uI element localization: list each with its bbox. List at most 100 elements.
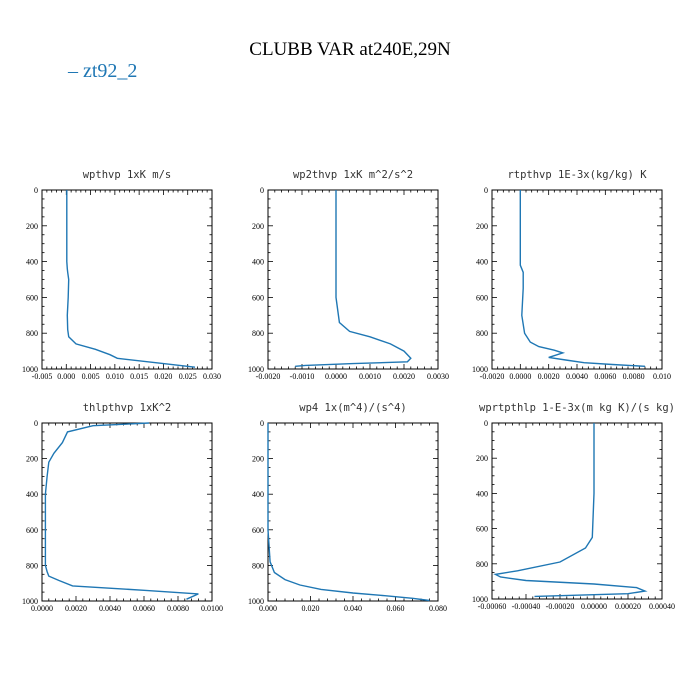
panel-6: wprtpthlp 1-E-3x(m kg K)/(s kg)-0.00060-… (472, 402, 675, 611)
y-tick-label: 0 (34, 419, 38, 428)
x-tick-label: 0.025 (179, 372, 197, 381)
x-tick-label: 0.0000 (509, 372, 531, 381)
y-tick-label: 400 (252, 258, 264, 267)
y-tick-label: 800 (476, 560, 488, 569)
x-tick-label: 0.0060 (594, 372, 616, 381)
x-tick-label: -0.005 (32, 372, 53, 381)
x-tick-label: 0.000 (259, 604, 277, 613)
axes-frame (41, 422, 213, 602)
series-line-zt92_2 (493, 423, 648, 598)
y-tick-label: 400 (26, 258, 38, 267)
y-tick-label: 1000 (22, 597, 38, 606)
y-tick-label: 400 (476, 258, 488, 267)
x-tick-label: -0.0020 (480, 372, 505, 381)
axes-frame (491, 422, 663, 600)
y-tick-label: 600 (252, 526, 264, 535)
x-tick-label: -0.00040 (512, 602, 541, 611)
y-tick-label: 0 (484, 186, 488, 195)
axes-frame (267, 189, 439, 370)
panel-5: wp4 1x(m^4)/(s^4) 0.000 0.020 0.040 0.060 0.0… (248, 402, 447, 613)
y-tick-label: 0 (260, 186, 264, 195)
series-line-zt92_2 (519, 190, 646, 367)
panel-title: wp4 1x(m^4)/(s^4) (299, 402, 406, 414)
y-tick-label: 400 (26, 490, 38, 499)
panel-title: wpthvp 1xK m/s (83, 169, 172, 181)
x-tick-label: 0.0060 (133, 604, 155, 613)
panel-title: wp2thvp 1xK m^2/s^2 (293, 169, 413, 181)
panel-3: rtpthvp 1E-3x(kg/kg) K -0.0020 0.0000 0.002… (472, 169, 671, 381)
x-tick-label: 0.0040 (566, 372, 588, 381)
axes-frame (267, 422, 439, 602)
y-tick-label: 200 (252, 222, 264, 231)
y-tick-label: 600 (252, 293, 264, 302)
y-tick-label: 800 (476, 329, 488, 338)
x-tick-label: 0.000 (57, 372, 75, 381)
y-tick-label: 1000 (472, 365, 488, 374)
y-tick-label: 400 (476, 489, 488, 498)
y-tick-label: 800 (26, 561, 38, 570)
series-line-zt92_2 (295, 190, 412, 367)
y-tick-label: 0 (34, 186, 38, 195)
figure-title: CLUBB VAR at240E,29N (249, 39, 451, 60)
series-line-zt92_2 (66, 190, 196, 368)
y-tick-label: 1000 (248, 597, 264, 606)
y-tick-label: 600 (26, 526, 38, 535)
x-tick-label: -0.0010 (290, 372, 315, 381)
y-tick-label: 600 (476, 525, 488, 534)
x-tick-label: 0.00000 (581, 602, 607, 611)
y-tick-label: 800 (26, 329, 38, 338)
x-tick-label: 0.060 (387, 604, 405, 613)
x-tick-label: 0.020 (154, 372, 172, 381)
x-tick-label: 0.0000 (325, 372, 347, 381)
x-tick-label: 0.010 (106, 372, 124, 381)
legend-entry: – zt92_2 (67, 60, 137, 82)
panel-4: thlpthvp 1xK^2 0.0000 0.0020 0.0040 0.0060 0.… (22, 402, 223, 613)
x-tick-label: 0.005 (82, 372, 100, 381)
x-tick-label: -0.00060 (478, 602, 507, 611)
axes-frame (491, 189, 663, 370)
x-tick-label: 0.0100 (201, 604, 223, 613)
y-tick-label: 0 (260, 419, 264, 428)
y-tick-label: 200 (476, 454, 488, 463)
y-tick-label: 800 (252, 329, 264, 338)
panel-2: wp2thvp 1xK m^2/s^2 -0.0020 -0.0010 0.0000 0… (248, 169, 449, 381)
y-tick-label: 200 (252, 455, 264, 464)
series-line-zt92_2 (44, 422, 199, 600)
y-tick-label: 600 (476, 293, 488, 302)
y-tick-label: 200 (26, 455, 38, 464)
x-tick-label: 0.030 (203, 372, 221, 381)
y-tick-label: 1000 (248, 365, 264, 374)
x-tick-label: 0.0020 (538, 372, 560, 381)
x-tick-label: 0.0080 (167, 604, 189, 613)
x-tick-label: 0.040 (344, 604, 362, 613)
y-tick-label: 800 (252, 561, 264, 570)
panel-title: rtpthvp 1E-3x(kg/kg) K (507, 169, 647, 181)
x-tick-label: 0.080 (429, 604, 447, 613)
x-tick-label: 0.015 (130, 372, 148, 381)
x-tick-label: 0.0020 (393, 372, 415, 381)
x-tick-label: 0.0040 (99, 604, 121, 613)
y-tick-label: 600 (26, 293, 38, 302)
y-tick-label: 1000 (22, 365, 38, 374)
y-tick-label: 400 (252, 490, 264, 499)
series-line-zt92_2 (267, 423, 430, 602)
x-tick-label: 0.0000 (31, 604, 53, 613)
panel-title: wprtpthlp 1-E-3x(m kg K)/(s kg) (479, 402, 675, 414)
y-tick-label: 1000 (472, 595, 488, 604)
x-tick-label: 0.0010 (359, 372, 381, 381)
x-tick-label: 0.020 (302, 604, 320, 613)
x-tick-label: 0.010 (653, 372, 671, 381)
x-tick-label: -0.00020 (546, 602, 575, 611)
x-tick-label: 0.0020 (65, 604, 87, 613)
x-tick-label: 0.00020 (615, 602, 641, 611)
y-tick-label: 200 (26, 222, 38, 231)
panel-1: wpthvp 1xK m/s -0.005 0.000 0.005 0.010 0.015… (22, 169, 221, 381)
x-tick-label: -0.0020 (256, 372, 281, 381)
x-tick-label: 0.0030 (427, 372, 449, 381)
panel-title: thlpthvp 1xK^2 (83, 402, 172, 414)
x-tick-label: 0.0080 (623, 372, 645, 381)
y-tick-label: 0 (484, 419, 488, 428)
x-tick-label: 0.00040 (649, 602, 675, 611)
y-tick-label: 200 (476, 222, 488, 231)
